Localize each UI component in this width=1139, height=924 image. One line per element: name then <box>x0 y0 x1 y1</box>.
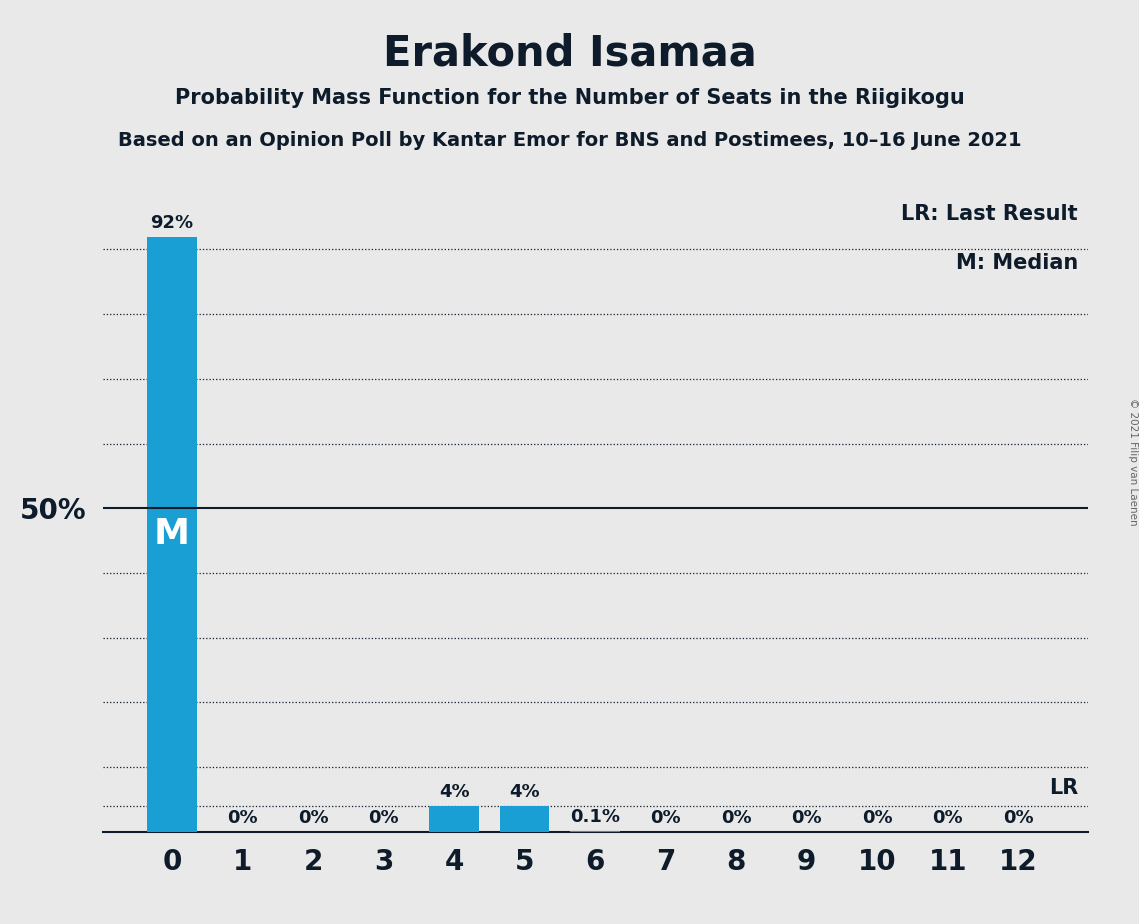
Text: Based on an Opinion Poll by Kantar Emor for BNS and Postimees, 10–16 June 2021: Based on an Opinion Poll by Kantar Emor … <box>117 131 1022 151</box>
Text: 0%: 0% <box>297 809 328 827</box>
Text: © 2021 Filip van Laenen: © 2021 Filip van Laenen <box>1129 398 1138 526</box>
Bar <box>429 806 478 832</box>
Text: Probability Mass Function for the Number of Seats in the Riigikogu: Probability Mass Function for the Number… <box>174 88 965 108</box>
Text: 92%: 92% <box>150 214 194 232</box>
Text: 0%: 0% <box>650 809 681 827</box>
Bar <box>500 806 549 832</box>
Text: 0%: 0% <box>721 809 752 827</box>
Text: 4%: 4% <box>439 784 469 801</box>
Text: M: M <box>154 517 190 551</box>
Text: M: Median: M: Median <box>956 252 1077 273</box>
Text: 4%: 4% <box>509 784 540 801</box>
Text: 0%: 0% <box>792 809 822 827</box>
Text: 0%: 0% <box>227 809 257 827</box>
Text: LR: Last Result: LR: Last Result <box>901 204 1077 225</box>
Bar <box>147 237 197 832</box>
Text: Erakond Isamaa: Erakond Isamaa <box>383 32 756 74</box>
Text: 0%: 0% <box>368 809 399 827</box>
Text: 0.1%: 0.1% <box>571 808 620 826</box>
Text: 0%: 0% <box>933 809 964 827</box>
Text: LR: LR <box>1049 778 1077 798</box>
Text: 0%: 0% <box>1003 809 1033 827</box>
Text: 0%: 0% <box>862 809 893 827</box>
